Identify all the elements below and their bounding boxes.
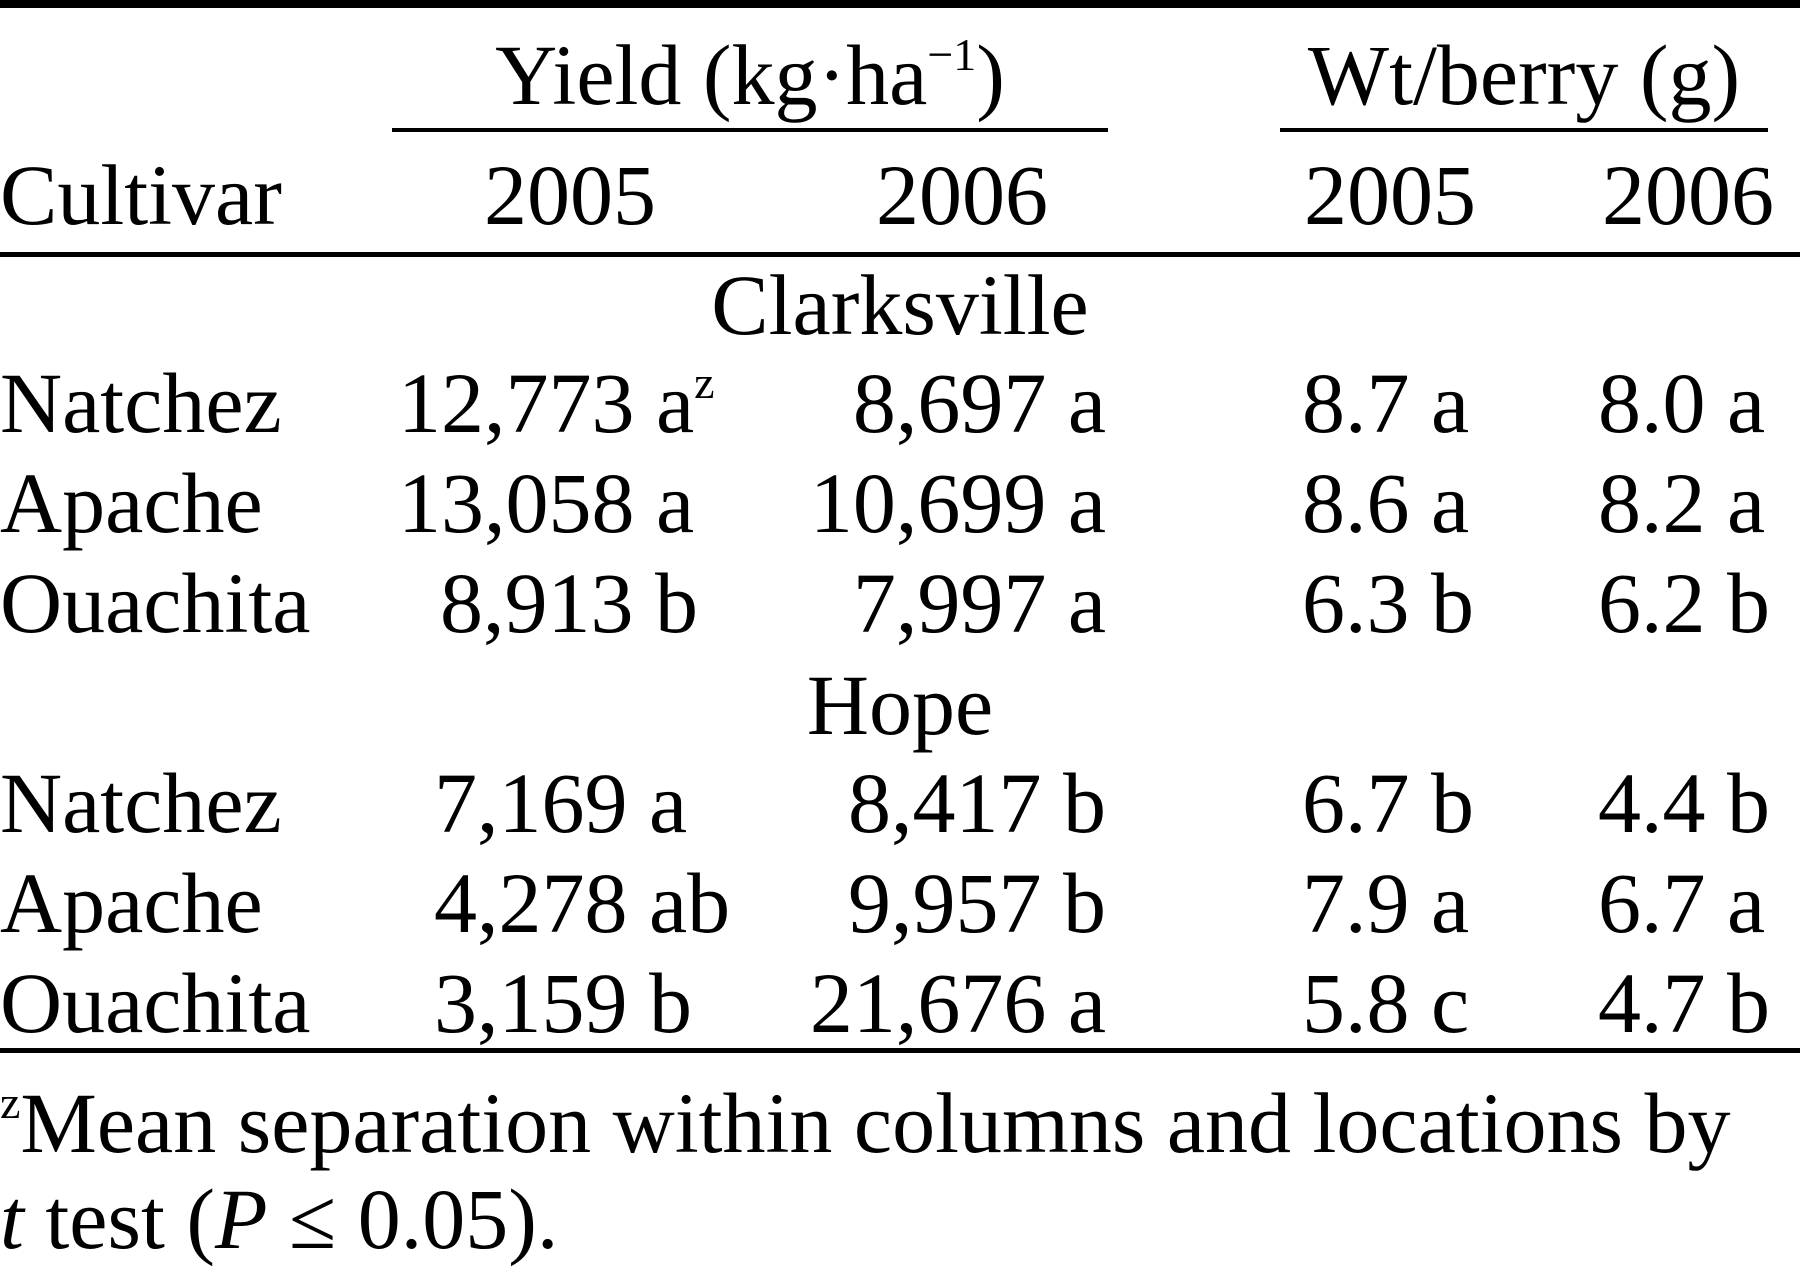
wt-group-header: Wt/berry (g) (1307, 27, 1741, 123)
wt-group-rule (1280, 128, 1768, 132)
cultivar-cell: Natchez (0, 355, 282, 451)
yield-2006-cell: 21,676 a (809, 955, 1106, 1051)
table-bottom-rule (0, 1048, 1800, 1053)
yield-2006-cell: 10,699 a (809, 455, 1106, 551)
wt-2005-cell: 5.8 c (1302, 955, 1470, 1051)
cultivar-cell: Apache (0, 855, 263, 951)
wt-2005-cell: 7.9 a (1302, 855, 1470, 951)
yield-2006-cell: 8,417 b (848, 755, 1106, 851)
yield-2005-cell: 4,278 ab (434, 855, 731, 951)
cultivar-cell: Natchez (0, 755, 282, 851)
wt-2005-cell: 6.3 b (1302, 555, 1474, 651)
wt-2006-cell: 4.7 b (1598, 955, 1770, 1051)
yield-2005-cell: 13,058 a (398, 455, 695, 551)
yield-2005-cell: 8,913 b (440, 555, 698, 651)
yield-2005-cell: 7,169 a (434, 755, 688, 851)
wt-2006-cell: 8.0 a (1598, 355, 1766, 451)
wt-2006-cell: 6.2 b (1598, 555, 1770, 651)
top-rule (0, 0, 1800, 8)
wt-2005-cell: 8.6 a (1302, 455, 1470, 551)
footnote-marker: z (694, 357, 715, 408)
footnote-line-1: zMean separation within columns and loca… (0, 1075, 1731, 1171)
cultivar-cell: Ouachita (0, 555, 311, 651)
yield-group-rule (392, 128, 1108, 132)
cultivar-header: Cultivar (0, 147, 282, 243)
year-header: 2005 (484, 147, 656, 243)
yield-2005-cell: 3,159 b (434, 955, 692, 1051)
wt-2006-cell: 8.2 a (1598, 455, 1766, 551)
yield-group-header: Yield (kg·ha−1) (495, 27, 1005, 123)
yield-2006-cell: 7,997 a (852, 555, 1106, 651)
wt-2006-cell: 6.7 a (1598, 855, 1766, 951)
cultivar-cell: Apache (0, 455, 263, 551)
yield-2006-cell: 9,957 b (848, 855, 1106, 951)
year-header: 2006 (1602, 147, 1774, 243)
footnote-marker: z (0, 1077, 21, 1128)
footnote-line-2: t test (P ≤ 0.05). (0, 1171, 559, 1267)
wt-2005-cell: 8.7 a (1302, 355, 1470, 451)
year-header: 2005 (1304, 147, 1476, 243)
location-heading: Hope (806, 657, 994, 753)
header-bottom-rule (0, 252, 1800, 257)
yield-2005-cell: 12,773 az (398, 355, 715, 451)
cultivar-cell: Ouachita (0, 955, 311, 1051)
location-heading: Clarksville (711, 257, 1089, 353)
wt-2005-cell: 6.7 b (1302, 755, 1474, 851)
wt-2006-cell: 4.4 b (1598, 755, 1770, 851)
yield-2006-cell: 8,697 a (852, 355, 1106, 451)
year-header: 2006 (876, 147, 1048, 243)
